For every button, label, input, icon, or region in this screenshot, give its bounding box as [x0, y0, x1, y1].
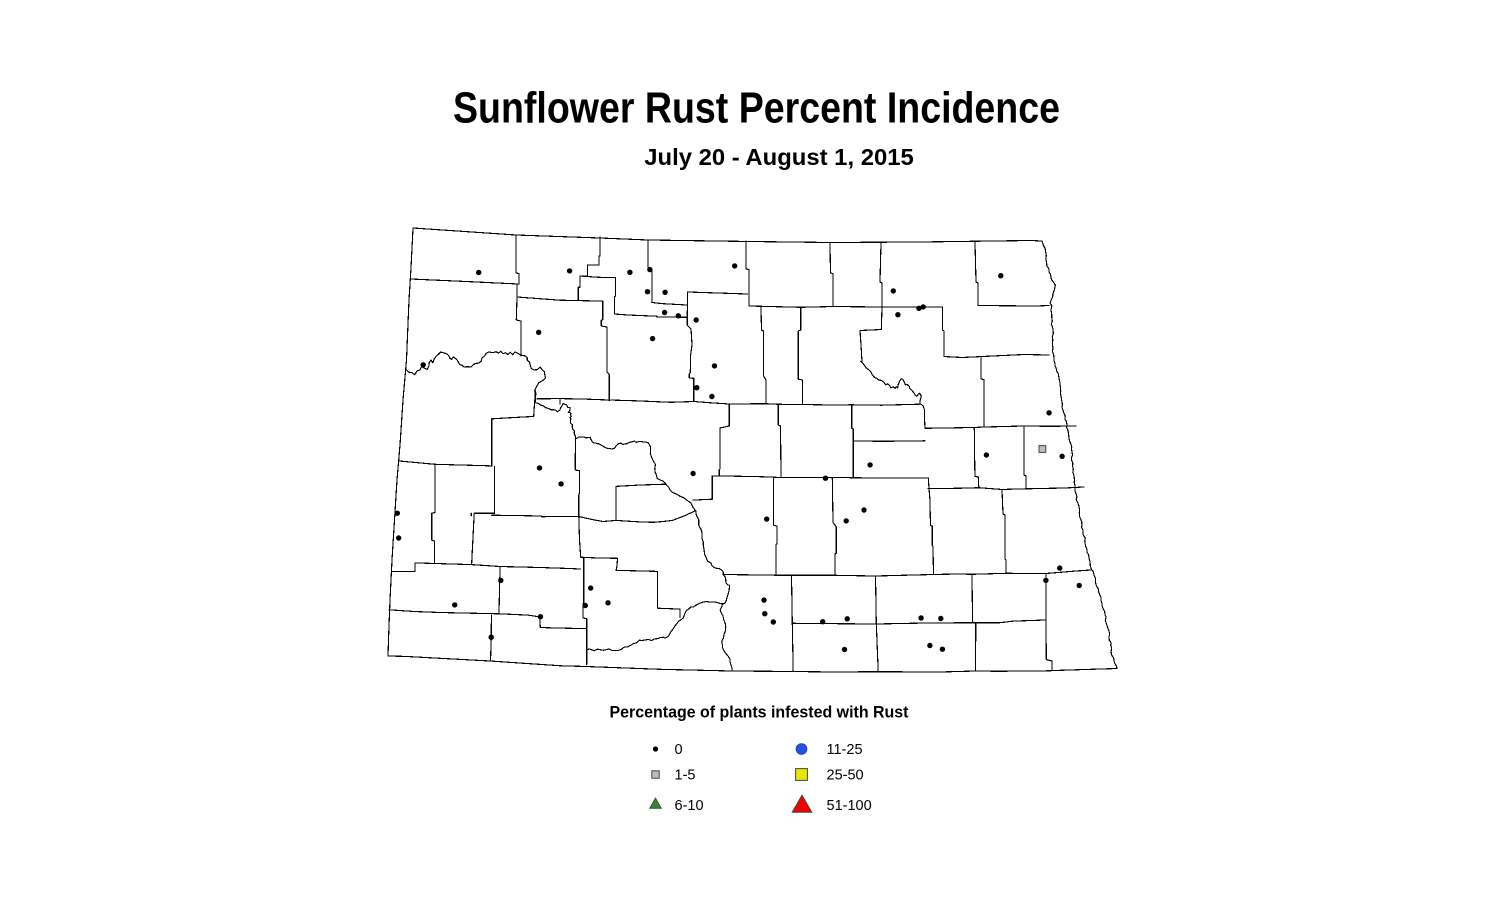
svg-text:25-50: 25-50: [827, 768, 864, 784]
svg-text:11-25: 11-25: [827, 742, 863, 758]
svg-text:6-10: 6-10: [675, 798, 704, 814]
svg-text:1-5: 1-5: [675, 768, 696, 784]
svg-text:51-100: 51-100: [827, 798, 872, 814]
svg-text:Percentage of plants infested: Percentage of plants infested with Rust: [610, 704, 909, 722]
svg-text:Sunflower Rust Percent Inciden: Sunflower Rust Percent Incidence: [453, 85, 1060, 133]
svg-text:July 20 - August 1, 2015: July 20 - August 1, 2015: [644, 144, 914, 170]
svg-text:0: 0: [675, 742, 683, 758]
